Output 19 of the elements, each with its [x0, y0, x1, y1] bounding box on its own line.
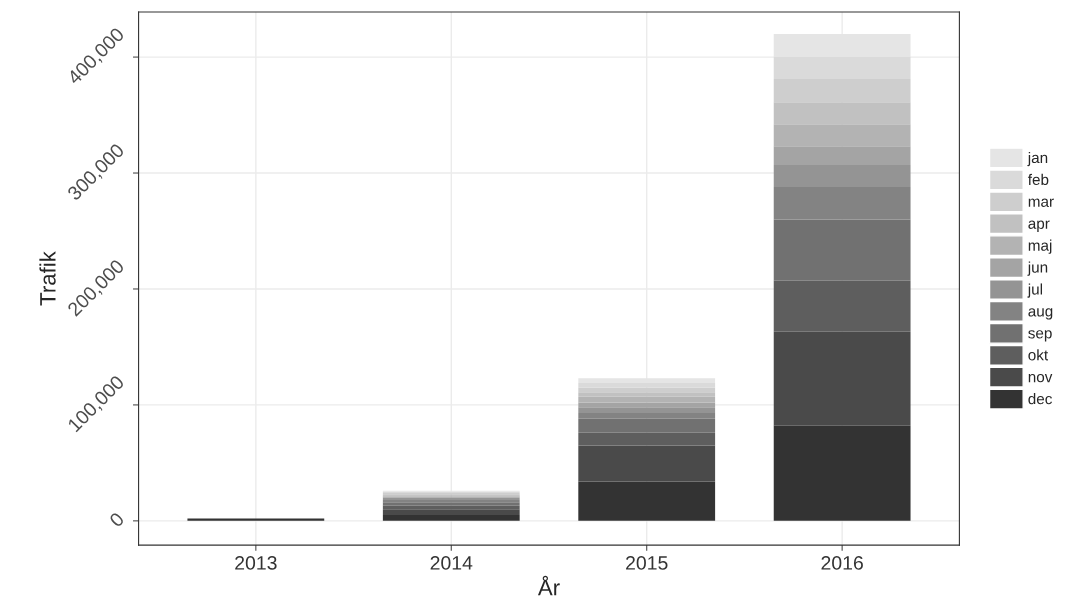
legend-label: jun: [1027, 261, 1048, 276]
legend-label: okt: [1028, 349, 1049, 361]
x-axis-title: År: [537, 575, 560, 596]
y-tick-label: 0: [108, 511, 125, 528]
x-tick-label: 2014: [430, 556, 473, 570]
x-tick-label: 2016: [821, 556, 863, 570]
legend-label: aug: [1028, 308, 1053, 320]
legend-label: feb: [1027, 173, 1049, 186]
x-tick-label: 2015: [626, 556, 668, 570]
legend-label: mar: [1028, 198, 1054, 207]
legend-label: maj: [1028, 239, 1052, 254]
x-tick-label: 2013: [235, 556, 277, 570]
y-axis-title: Trafik: [39, 251, 56, 306]
legend-label: sep: [1028, 330, 1052, 342]
legend-label: apr: [1028, 220, 1050, 232]
legend-label: jul: [1027, 283, 1043, 298]
legend-label: jan: [1027, 151, 1048, 167]
legend-label: dec: [1028, 393, 1052, 405]
legend-label: nov: [1028, 373, 1053, 383]
